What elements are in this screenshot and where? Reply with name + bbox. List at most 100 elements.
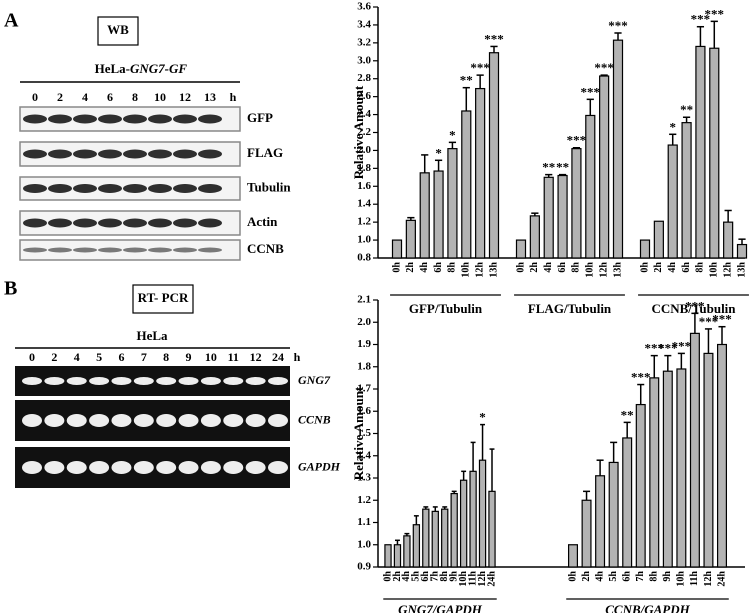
- bar: [723, 221, 734, 259]
- blot-band: [98, 114, 122, 124]
- gel-band: [22, 414, 42, 427]
- blot-band: [73, 247, 97, 253]
- x-tick-label: 10h: [709, 262, 720, 278]
- x-tick-label: 12h: [477, 571, 488, 587]
- x-tick-label: 6h: [433, 262, 444, 273]
- blot-band: [148, 184, 172, 193]
- gel-band: [133, 461, 154, 474]
- x-tick-label: 0h: [391, 262, 402, 273]
- bar: [403, 535, 411, 568]
- cell-line: HeLa: [136, 328, 168, 343]
- y-tick-label: 1.8: [357, 162, 371, 174]
- x-tick-label: 0h: [639, 262, 650, 273]
- gel-band: [245, 377, 266, 385]
- blot-band: [73, 149, 97, 159]
- blot-band: [148, 149, 172, 159]
- y-tick-label: 1.5: [357, 427, 371, 439]
- time-unit: h: [230, 90, 237, 104]
- x-tick-label: 24h: [716, 571, 727, 587]
- x-tick-label: 8h: [447, 262, 458, 273]
- blot-band: [148, 218, 172, 228]
- bar: [450, 492, 458, 568]
- x-tick-label: 10h: [676, 571, 687, 587]
- bar: [478, 459, 487, 568]
- blot-label: GFP: [247, 110, 273, 125]
- bar: [676, 368, 687, 568]
- time-label: 12: [179, 90, 191, 104]
- gel-band: [133, 377, 154, 385]
- bar: [391, 239, 403, 259]
- bar: [681, 122, 692, 259]
- gel-band: [268, 414, 288, 427]
- significance: ***: [685, 298, 705, 313]
- x-tick-label: 8h: [571, 262, 582, 273]
- y-tick-label: 0.9: [357, 561, 371, 573]
- gel-band: [200, 414, 221, 427]
- group-label: CCNB/Tubulin: [651, 301, 736, 316]
- time-label: 2: [51, 350, 57, 364]
- y-tick-label: 1.0: [357, 234, 371, 246]
- gel-band: [223, 461, 244, 474]
- x-tick-label: 12h: [722, 262, 733, 278]
- bar: [441, 508, 449, 568]
- blot-band: [198, 247, 222, 253]
- time-label: 6: [118, 350, 124, 364]
- method: RT- PCR: [138, 290, 189, 305]
- blot-band: [148, 114, 172, 124]
- gel-band: [268, 461, 288, 474]
- y-tick-label: 2.0: [357, 144, 371, 156]
- x-tick-label: 4h: [667, 262, 678, 273]
- x-tick-label: 11h: [689, 571, 700, 586]
- gel-band: [111, 461, 132, 474]
- significance: ***: [712, 312, 732, 327]
- bar: [461, 110, 472, 259]
- x-tick-label: 6h: [681, 262, 692, 273]
- significance: **: [556, 160, 569, 175]
- significance: ***: [594, 60, 614, 75]
- blot-band: [123, 114, 147, 124]
- x-tick-label: 12h: [474, 262, 485, 278]
- significance: ***: [484, 31, 504, 46]
- y-tick-label: 2.6: [357, 90, 371, 102]
- bar: [488, 490, 496, 568]
- gel-band: [66, 461, 87, 474]
- bar: [695, 45, 706, 259]
- blot-band: [23, 114, 47, 124]
- x-tick-label: 4h: [419, 262, 430, 273]
- gel-label: GAPDH: [298, 459, 341, 473]
- bar: [595, 475, 606, 568]
- significance: ***: [672, 338, 692, 353]
- y-tick-label: 3.2: [357, 36, 371, 48]
- significance: *: [669, 119, 676, 134]
- x-tick-label: 2h: [405, 262, 416, 273]
- y-tick-label: 3.4: [357, 18, 371, 30]
- y-tick-label: 1.7: [357, 383, 371, 395]
- gel-band: [111, 414, 132, 427]
- gel-band: [111, 377, 132, 385]
- gel-label: CCNB: [298, 412, 331, 426]
- blot-band: [98, 247, 122, 253]
- significance: ***: [608, 18, 628, 33]
- bar: [447, 148, 458, 259]
- bar: [459, 479, 468, 568]
- gel-band: [44, 461, 65, 474]
- x-tick-label: 11h: [467, 571, 478, 586]
- y-tick-label: 3.6: [357, 1, 371, 13]
- gel-band: [178, 461, 199, 474]
- x-tick-label: 13h: [488, 262, 499, 278]
- x-tick-label: 13h: [736, 262, 747, 278]
- construct: GNG7-GF: [130, 61, 187, 76]
- x-tick-label: 24h: [486, 571, 497, 587]
- time-label: 8: [163, 350, 169, 364]
- blot-band: [73, 218, 97, 228]
- blot-band: [123, 184, 147, 193]
- time-label: 11: [228, 350, 239, 364]
- y-tick-label: 1.6: [357, 405, 371, 417]
- bar: [393, 544, 402, 568]
- gel-band: [245, 414, 266, 427]
- y-tick-label: 1.4: [357, 198, 371, 210]
- blot-band: [23, 218, 47, 228]
- bar: [709, 47, 720, 259]
- bar: [622, 437, 633, 568]
- blot-band: [123, 247, 147, 253]
